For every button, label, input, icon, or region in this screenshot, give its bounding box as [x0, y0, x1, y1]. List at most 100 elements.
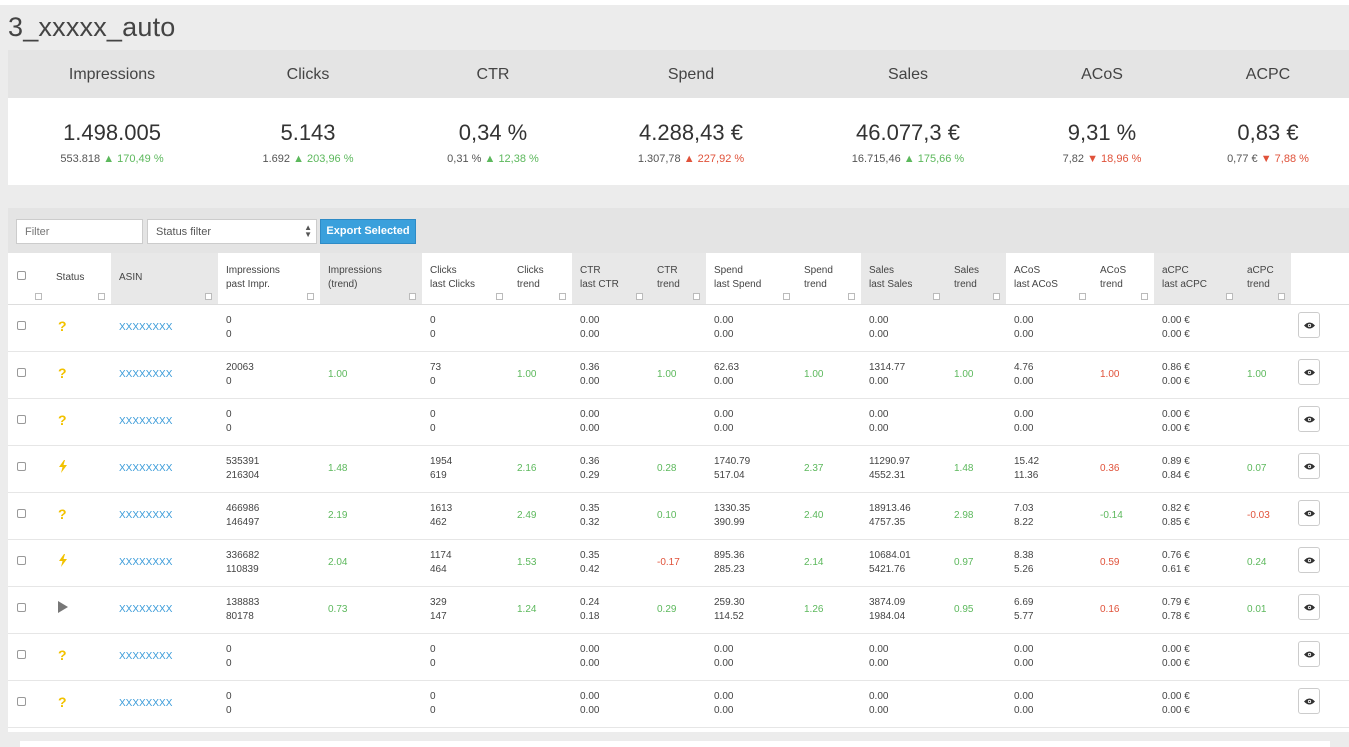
sales-cell: 18913.46 4757.35	[861, 492, 946, 540]
sort-toggle-icon[interactable]	[1278, 292, 1285, 300]
row-checkbox[interactable]	[17, 649, 26, 659]
sort-toggle-icon[interactable]	[98, 292, 105, 300]
spend-current: 895.36	[714, 549, 745, 561]
asin-cell: XXXXXXXX	[111, 398, 218, 446]
header-clicks-last-clicks[interactable]: Clicks last Clicks	[422, 253, 509, 305]
sort-toggle-icon[interactable]	[783, 292, 790, 300]
clicks-trend-cell: 2.49	[509, 492, 572, 540]
sort-toggle-icon[interactable]	[693, 292, 700, 300]
asin-link[interactable]: XXXXXXXX	[119, 368, 173, 380]
row-checkbox[interactable]	[17, 696, 26, 706]
select-all-checkbox[interactable]	[17, 271, 26, 281]
sort-toggle-icon[interactable]	[1079, 292, 1086, 300]
impr-current: 466986	[226, 502, 260, 514]
status-filter-value: Status filter	[156, 226, 212, 238]
header-label: Clicks	[430, 265, 457, 277]
view-details-button[interactable]	[1298, 641, 1320, 667]
header-sublabel: (trend)	[328, 279, 358, 291]
clicks-cell: 1954 619	[422, 445, 509, 493]
row-checkbox[interactable]	[17, 367, 26, 377]
filter-input[interactable]	[16, 219, 143, 244]
status-cell: ?	[48, 680, 111, 728]
header-spend-trend[interactable]: Spend trend	[796, 253, 861, 305]
sales-trend-value: 0.97	[954, 556, 974, 568]
row-checkbox[interactable]	[17, 414, 26, 424]
header-impressions-past-impr[interactable]: Impressions past Impr.	[218, 253, 320, 305]
header-spend-last-spend[interactable]: Spend last Spend	[706, 253, 796, 305]
view-details-button[interactable]	[1298, 547, 1320, 573]
impr-trend-cell	[320, 304, 422, 352]
export-selected-button[interactable]: Export Selected	[320, 219, 416, 244]
sort-toggle-icon[interactable]	[636, 292, 643, 300]
impr-previous: 0	[226, 375, 232, 387]
sort-toggle-icon[interactable]	[307, 292, 314, 300]
view-details-button[interactable]	[1298, 688, 1320, 714]
header-status[interactable]: Status	[48, 253, 111, 305]
status-filter-select[interactable]: Status filter ▲ ▼	[147, 219, 317, 244]
header-acpc-last-acpc[interactable]: aCPC last aCPC	[1154, 253, 1239, 305]
header-ctr-last-ctr[interactable]: CTR last CTR	[572, 253, 649, 305]
view-details-button[interactable]	[1298, 594, 1320, 620]
arrow-up-icon: ▲	[683, 153, 695, 165]
asin-link[interactable]: XXXXXXXX	[119, 509, 173, 521]
sort-toggle-icon[interactable]	[496, 292, 503, 300]
sort-toggle-icon[interactable]	[933, 292, 940, 300]
view-details-button[interactable]	[1298, 359, 1320, 385]
header-acpc-trend[interactable]: aCPC trend	[1239, 253, 1291, 305]
header-sublabel: trend	[517, 279, 540, 291]
header-ctr-trend[interactable]: CTR trend	[649, 253, 706, 305]
sort-toggle-icon[interactable]	[848, 292, 855, 300]
header-label: aCPC	[1162, 265, 1189, 277]
stats-header: Impressions Clicks CTR Spend Sales ACoS …	[8, 50, 1349, 98]
row-checkbox[interactable]	[17, 320, 26, 330]
sort-toggle-icon[interactable]	[559, 292, 566, 300]
stat-label-impressions: Impressions	[68, 66, 156, 83]
impr-current: 535391	[226, 455, 260, 467]
ctr-current: 0.35	[580, 549, 600, 561]
view-details-button[interactable]	[1298, 312, 1320, 338]
asin-link[interactable]: XXXXXXXX	[119, 415, 173, 427]
acos-previous: 0.00	[1014, 657, 1034, 669]
view-details-button[interactable]	[1298, 500, 1320, 526]
asin-link[interactable]: XXXXXXXX	[119, 697, 173, 709]
ctr-trend-cell: 0.28	[649, 445, 706, 493]
table-row: XXXXXXXX 535391 216304 1.48 1954 619 2.16 0.36 0…	[8, 445, 1349, 493]
row-checkbox[interactable]	[17, 461, 26, 471]
spend-current: 0.00	[714, 690, 734, 702]
ctr-trend-cell: 0.10	[649, 492, 706, 540]
spend-cell: 1330.35 390.99	[706, 492, 796, 540]
spend-trend-value: 1.26	[804, 603, 824, 615]
asin-link[interactable]: XXXXXXXX	[119, 556, 173, 568]
header-label: Spend	[714, 265, 743, 277]
view-details-button[interactable]	[1298, 406, 1320, 432]
sort-toggle-icon[interactable]	[1141, 292, 1148, 300]
sort-toggle-icon[interactable]	[35, 292, 42, 300]
sort-toggle-icon[interactable]	[409, 292, 416, 300]
header-impressions-trend[interactable]: Impressions (trend)	[320, 253, 422, 305]
row-checkbox[interactable]	[17, 508, 26, 518]
header-label: Impressions	[226, 265, 280, 277]
asin-link[interactable]: XXXXXXXX	[119, 321, 173, 333]
acpc-cell: 0.76 € 0.61 €	[1154, 539, 1239, 587]
header-acos-last-acos[interactable]: ACoS last ACoS	[1006, 253, 1092, 305]
spend-trend-cell: 2.14	[796, 539, 861, 587]
asin-link[interactable]: XXXXXXXX	[119, 462, 173, 474]
impr-trend-value: 2.04	[328, 556, 348, 568]
row-checkbox[interactable]	[17, 602, 26, 612]
asin-link[interactable]: XXXXXXXX	[119, 650, 173, 662]
sort-toggle-icon[interactable]	[205, 292, 212, 300]
header-sales-trend[interactable]: Sales trend	[946, 253, 1006, 305]
header-acos-trend[interactable]: ACoS trend	[1092, 253, 1154, 305]
sort-toggle-icon[interactable]	[993, 292, 1000, 300]
asin-link[interactable]: XXXXXXXX	[119, 603, 173, 615]
sales-trend-value: 1.48	[954, 462, 974, 474]
header-clicks-trend[interactable]: Clicks trend	[509, 253, 572, 305]
acpc-trend-cell: 1.00	[1239, 351, 1291, 399]
header-asin[interactable]: ASIN	[111, 253, 218, 305]
arrow-down-icon: ▼	[1260, 153, 1272, 165]
row-checkbox[interactable]	[17, 555, 26, 565]
sort-toggle-icon[interactable]	[1226, 292, 1233, 300]
view-details-button[interactable]	[1298, 453, 1320, 479]
header-sales-last-sales[interactable]: Sales last Sales	[861, 253, 946, 305]
